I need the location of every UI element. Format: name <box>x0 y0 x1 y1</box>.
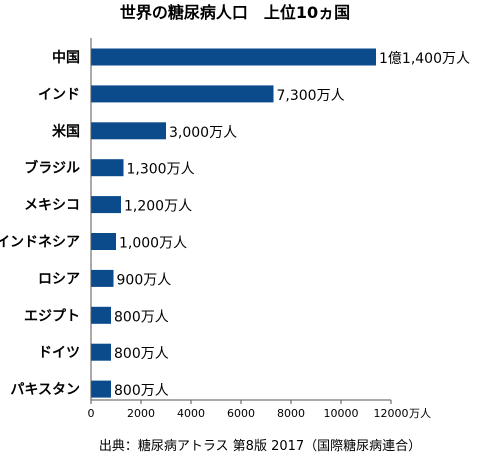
x-tick-label: 2000 <box>127 407 155 420</box>
data-label: 7,300万人 <box>277 88 345 104</box>
x-tick-label: 6000 <box>227 407 255 420</box>
category-label: ドイツ <box>38 345 80 361</box>
data-label: 800万人 <box>114 346 169 362</box>
bars-group <box>91 48 376 398</box>
bar <box>91 306 111 324</box>
category-label: 中国 <box>52 49 80 66</box>
category-label: インド <box>38 87 80 103</box>
bar <box>91 48 376 66</box>
bar <box>91 122 166 140</box>
bar <box>91 85 274 103</box>
bar <box>91 269 114 287</box>
data-label: 3,000万人 <box>169 125 237 141</box>
category-label: インドネシア <box>0 235 80 251</box>
source-note: 出典：糖尿病アトラス 第8版 2017（国際糖尿病連合） <box>99 438 421 454</box>
bar <box>91 233 116 250</box>
data-label: 800万人 <box>114 383 169 399</box>
category-label: エジプト <box>24 308 80 324</box>
chart-title: 世界の糖尿病人口 上位10ヵ国 <box>120 3 350 22</box>
bar <box>91 159 124 177</box>
x-axis: 0 2000 4000 6000 8000 10000 12000 万人 <box>88 38 431 420</box>
category-label: メキシコ <box>24 198 80 214</box>
data-label: 1,200万人 <box>124 199 192 215</box>
bar <box>91 380 111 398</box>
x-tick-label: 12000 <box>374 407 409 420</box>
bar <box>91 196 121 214</box>
data-label: 1,300万人 <box>127 162 195 178</box>
category-label: ブラジル <box>24 160 80 177</box>
data-label: 900万人 <box>117 272 172 288</box>
x-tick-label: 8000 <box>277 407 305 420</box>
bar <box>91 343 111 361</box>
data-label: 800万人 <box>114 309 169 325</box>
x-tick-label: 10000 <box>324 407 359 420</box>
data-label: 1,000万人 <box>119 236 187 252</box>
data-label: 1億1,400万人 <box>379 51 470 67</box>
x-tick-label: 0 <box>88 407 95 420</box>
x-unit-label: 万人 <box>409 407 431 420</box>
value-labels-group: 1億1,400万人 7,300万人 3,000万人 1,300万人 1,200万人 1,0… <box>114 51 470 399</box>
category-label: 米国 <box>52 123 80 140</box>
x-tick-label: 4000 <box>177 407 205 420</box>
category-label: ロシア <box>38 271 80 287</box>
category-label: パキスタン <box>10 382 80 398</box>
